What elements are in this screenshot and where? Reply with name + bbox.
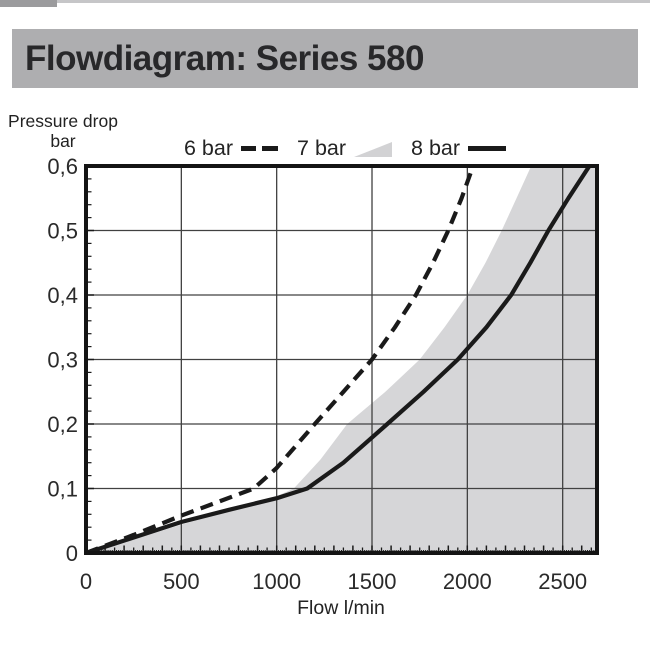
y-tick-label: 0,1	[47, 477, 78, 502]
plot-border	[84, 164, 599, 555]
series-line-8-bar	[85, 164, 592, 555]
legend-item-6bar: 6 bar	[184, 135, 279, 161]
x-tick-label: 2000	[443, 569, 492, 594]
legend-item-8bar: 8 bar	[411, 135, 507, 161]
tick-labels: 0 500 1000 1500 2000 2500 0 0,1 0,2 0,3 0,4 0,5 0,6	[47, 154, 587, 594]
legend-label-7bar: 7 bar	[297, 135, 347, 160]
y-axis-label: Pressure drop bar	[8, 111, 118, 151]
y-tick-label: 0,5	[47, 219, 78, 244]
y-tick-label: 0,4	[47, 283, 78, 308]
page-title: Flowdiagram: Series 580	[25, 38, 424, 78]
x-tick-label: 1500	[348, 569, 397, 594]
legend-label-6bar: 6 bar	[184, 135, 234, 160]
x-tick-label: 1000	[252, 569, 301, 594]
series-area-7-bar	[86, 166, 597, 553]
chart-legend: 6 bar 7 bar 8 bar	[184, 133, 507, 163]
title-bar: Flowdiagram: Series 580	[12, 29, 638, 88]
x-tick-label: 2500	[538, 569, 587, 594]
area-triangle-swatch	[354, 142, 393, 157]
dashed-line-swatch	[241, 145, 279, 151]
y-tick-label: 0,6	[47, 154, 78, 179]
x-axis-label: Flow l/min	[297, 597, 385, 619]
x-tick-label: 0	[80, 569, 92, 594]
y-axis-label-line2: bar	[50, 131, 76, 152]
y-tick-label: 0	[66, 541, 78, 566]
y-axis-label-line1: Pressure drop	[8, 111, 118, 131]
y-tick-label: 0,2	[47, 412, 78, 437]
legend-label-8bar: 8 bar	[411, 135, 461, 160]
scan-artifact-corner-block	[0, 0, 57, 7]
legend-item-7bar: 7 bar	[297, 135, 393, 161]
y-tick-label: 0,3	[47, 348, 78, 373]
series-line-6-bar	[85, 165, 476, 555]
x-tick-label: 500	[163, 569, 200, 594]
solid-line-swatch	[468, 145, 507, 151]
scan-artifact-top-line	[0, 0, 650, 3]
